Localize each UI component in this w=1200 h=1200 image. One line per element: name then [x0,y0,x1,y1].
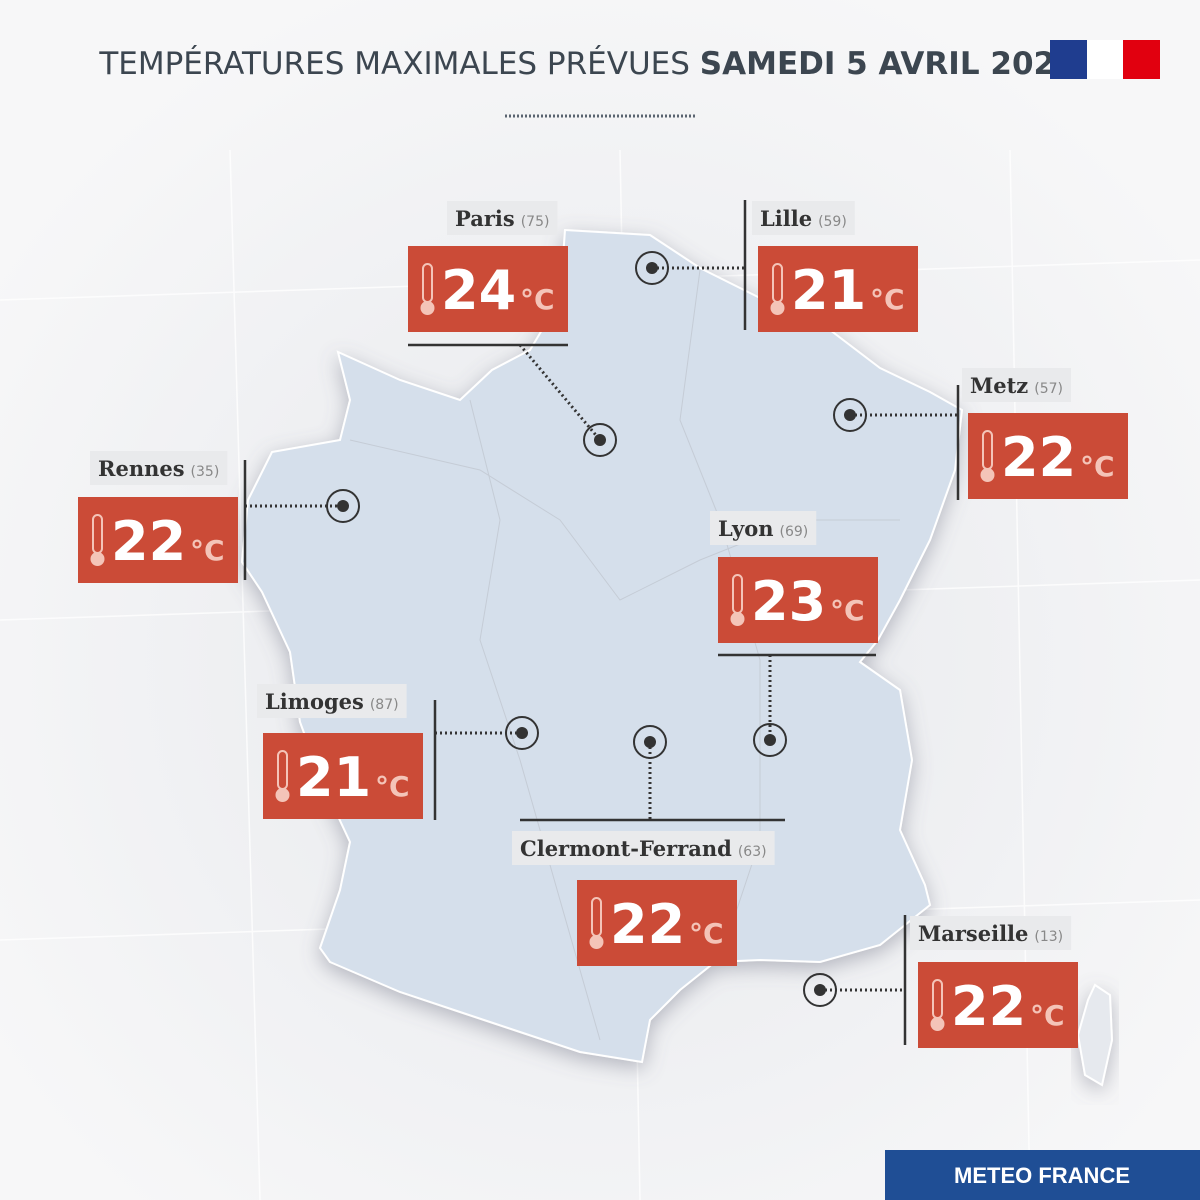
city-name: Metz [970,373,1028,398]
label-plate [257,684,407,718]
city-marker [844,409,856,421]
city-marker-ring [633,725,667,759]
unit: °C [1080,450,1115,483]
city-marker-ring [583,423,617,457]
connector-dotted [518,344,602,441]
flag [1050,40,1160,79]
label-plate [962,368,1071,402]
thermometer-bulb [730,612,745,626]
dept-code: (87) [370,697,399,713]
city-marker [646,262,658,274]
dept-code: (35) [191,464,220,480]
label-plate [710,511,817,545]
label-plate [512,831,775,865]
temperature-box [263,733,423,819]
thermometer-bulb [770,301,785,315]
dept-code: (69) [780,524,809,540]
thermometer-bulb [275,788,290,802]
city-marker [644,736,656,748]
temperature: 23 [751,570,826,633]
temperature-box [577,880,737,966]
unit: °C [689,917,724,950]
label-plate [752,201,855,235]
title: TEMPÉRATURES MAXIMALES PRÉVUES SAMEDI 5 … [98,46,1076,82]
france-map [240,228,964,1064]
city-callout: Lille (59) 21 °C [635,200,918,332]
temperature-box [758,246,918,332]
city-name: Paris [455,206,515,231]
temperature: 22 [951,975,1026,1038]
city-marker-ring [753,723,787,757]
dept-code: (75) [521,214,550,230]
temperature: 22 [1001,426,1076,489]
city-marker [814,984,826,996]
footer: METEO FRANCE [954,1163,1130,1188]
city-name: Lille [760,206,812,231]
city-callout: Paris (75) 24 °C [408,201,617,457]
thermometer-bulb [589,935,604,949]
temperature-box [408,246,568,332]
city-marker-ring [635,251,669,285]
city-callout: Clermont-Ferrand (63) 22 °C [512,725,785,966]
city-marker-ring [505,716,539,750]
temperature-box [78,497,238,583]
label-plate [910,916,1072,950]
label-plate [90,451,228,485]
city-callout: Marseille (13) 22 °C [803,915,1078,1048]
city-marker [764,734,776,746]
city-name: Rennes [98,456,185,481]
title-main: TEMPÉRATURES MAXIMALES PRÉVUES [98,46,690,82]
unit: °C [870,283,905,316]
city-marker [516,727,528,739]
thermometer-bulb [930,1017,945,1031]
temperature-box [718,557,878,643]
city-marker-ring [833,398,867,432]
city-callout: Rennes (35) 22 °C [78,451,360,583]
temperature-box [918,962,1078,1048]
unit: °C [830,594,865,627]
thermometer-bulb [980,468,995,482]
city-callout: Metz (57) 22 °C [833,368,1128,500]
city-marker-ring [803,973,837,1007]
city-callout: Limoges (87) 21 °C [257,684,539,820]
unit: °C [375,770,410,803]
city-name: Clermont-Ferrand [520,836,732,861]
unit: °C [1030,999,1065,1032]
thermometer-bulb [90,552,105,566]
unit: °C [520,283,555,316]
temperature: 22 [111,510,186,573]
unit: °C [190,534,225,567]
temperature: 21 [791,259,866,322]
city-name: Marseille [918,921,1028,946]
city-marker [594,434,606,446]
temperature: 21 [296,746,371,809]
city-name: Limoges [265,689,364,714]
city-marker-ring [326,489,360,523]
thermometer-bulb [420,301,435,315]
temperature: 24 [441,259,516,322]
temperature-box [968,413,1128,499]
dept-code: (63) [738,844,767,860]
title-date: SAMEDI 5 AVRIL 2025 [700,46,1077,82]
temperature: 22 [610,893,685,956]
label-plate [447,201,558,235]
dept-code: (13) [1034,929,1063,945]
dept-code: (57) [1034,381,1063,397]
city-callout: Lyon (69) 23 °C [710,511,878,757]
corsica-map [1076,983,1114,1087]
city-marker [337,500,349,512]
city-name: Lyon [718,516,774,541]
dept-code: (59) [818,214,847,230]
footer-bar [885,1150,1200,1200]
